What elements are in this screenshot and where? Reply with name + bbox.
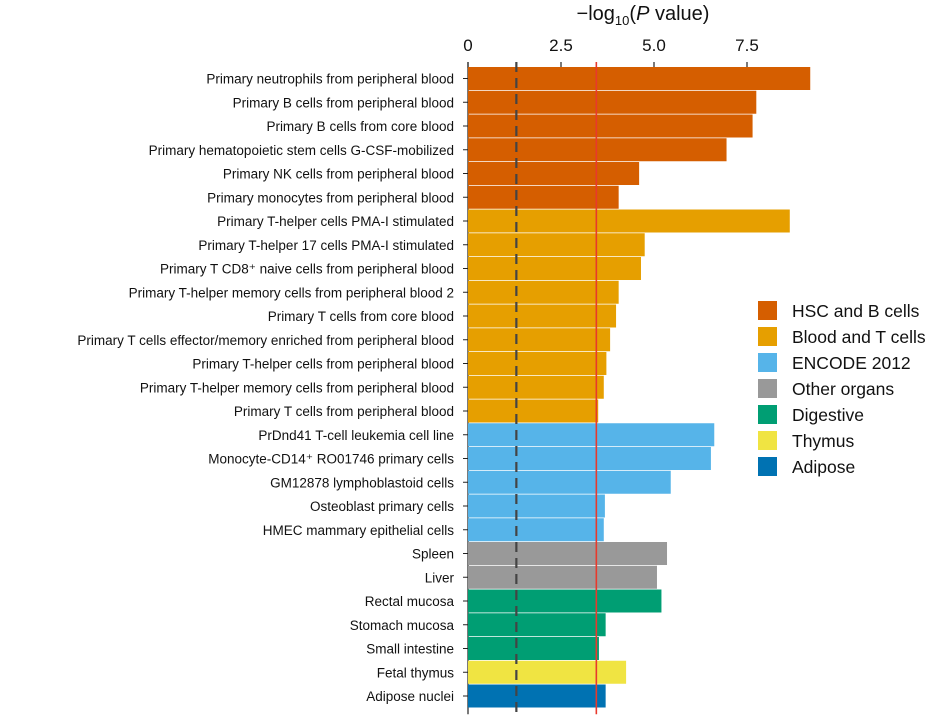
category-label: Primary NK cells from peripheral blood	[223, 167, 454, 182]
bar	[468, 352, 607, 375]
bar	[468, 375, 604, 399]
category-label: Monocyte-CD14⁺ RO01746 primary cells	[208, 452, 454, 467]
category-label: Primary T-helper cells from peripheral b…	[192, 357, 454, 372]
category-label: Primary T-helper memory cells from perip…	[140, 380, 454, 395]
category-label: Primary B cells from peripheral blood	[233, 95, 454, 110]
legend-label: Other organs	[792, 379, 894, 399]
bar	[468, 613, 606, 637]
legend-swatch	[758, 431, 777, 450]
bar	[468, 67, 811, 90]
bar	[468, 637, 599, 660]
axis-title-open: (	[629, 3, 636, 25]
category-labels: Primary neutrophils from peripheral bloo…	[77, 72, 468, 704]
legend-label: Adipose	[792, 457, 855, 477]
bar	[468, 589, 662, 613]
x-tick-label: 0	[463, 36, 472, 55]
bar	[468, 257, 641, 280]
legend-label: HSC and B cells	[792, 301, 920, 321]
axis-title: −log10(P value)	[577, 3, 710, 28]
axis-title-suffix: value)	[649, 3, 709, 25]
legend: HSC and B cells Blood and T cells ENCODE 2…	[758, 301, 926, 477]
legend-label: ENCODE 2012	[792, 353, 911, 373]
legend-label: Thymus	[792, 431, 854, 451]
category-label: Liver	[425, 570, 455, 585]
category-label: Spleen	[412, 547, 454, 562]
legend-swatch	[758, 327, 777, 346]
category-label: Rectal mucosa	[365, 594, 455, 609]
x-axis-ticks: 0 2.5 5.0 7.5	[463, 36, 759, 715]
legend-swatch	[758, 379, 777, 398]
legend-swatch	[758, 301, 777, 320]
category-label: Small intestine	[366, 642, 454, 657]
category-label: Stomach mucosa	[350, 618, 455, 633]
axis-title-subscript: 10	[615, 13, 629, 28]
legend-swatch	[758, 457, 777, 476]
bar	[468, 660, 627, 684]
legend-label: Blood and T cells	[792, 327, 926, 347]
bar	[468, 304, 617, 328]
category-label: HMEC mammary epithelial cells	[263, 523, 455, 538]
category-label: Osteoblast primary cells	[310, 499, 454, 514]
bar	[468, 542, 668, 565]
category-label: Primary T-helper 17 cells PMA-I stimulat…	[198, 238, 454, 253]
x-tick-label: 2.5	[549, 36, 573, 55]
bar	[468, 233, 645, 257]
x-tick-label: 7.5	[735, 36, 759, 55]
category-label: Primary T cells from core blood	[268, 309, 454, 324]
legend-swatch	[758, 353, 777, 372]
bar	[468, 209, 790, 233]
reference-lines	[515, 62, 598, 715]
category-label: Primary T cells from peripheral blood	[234, 404, 454, 419]
bar	[468, 162, 640, 185]
category-label: Primary T CD8⁺ naive cells from peripher…	[160, 262, 454, 277]
bar	[468, 447, 711, 470]
axis-title-prefix: −log	[577, 3, 615, 25]
x-tick-label: 5.0	[642, 36, 666, 55]
bar	[468, 280, 619, 304]
bar	[468, 684, 606, 708]
bars	[468, 67, 811, 708]
category-label: Primary hematopoietic stem cells G-CSF-m…	[149, 143, 454, 158]
bar	[468, 518, 604, 542]
category-label: Primary T cells effector/memory enriched…	[77, 333, 454, 348]
bar	[468, 494, 605, 518]
category-label: Primary T-helper memory cells from perip…	[129, 285, 454, 300]
legend-swatch	[758, 405, 777, 424]
category-label: Primary neutrophils from peripheral bloo…	[206, 72, 454, 87]
category-label: Primary B cells from core blood	[266, 119, 454, 134]
bar	[468, 185, 619, 209]
category-label: Fetal thymus	[377, 665, 455, 680]
category-label: Primary monocytes from peripheral blood	[207, 190, 454, 205]
bar	[468, 90, 757, 114]
bar	[468, 565, 657, 589]
bar	[468, 138, 727, 162]
category-label: Primary T-helper cells PMA-I stimulated	[217, 214, 454, 229]
bar	[468, 114, 753, 138]
axis-title-italic: P	[636, 3, 650, 25]
bar	[468, 423, 715, 447]
bar	[468, 470, 671, 494]
category-label: Adipose nuclei	[366, 689, 454, 704]
legend-label: Digestive	[792, 405, 864, 425]
bar	[468, 328, 611, 352]
bar	[468, 399, 599, 423]
category-label: GM12878 lymphoblastoid cells	[270, 475, 454, 490]
category-label: PrDnd41 T-cell leukemia cell line	[258, 428, 454, 443]
